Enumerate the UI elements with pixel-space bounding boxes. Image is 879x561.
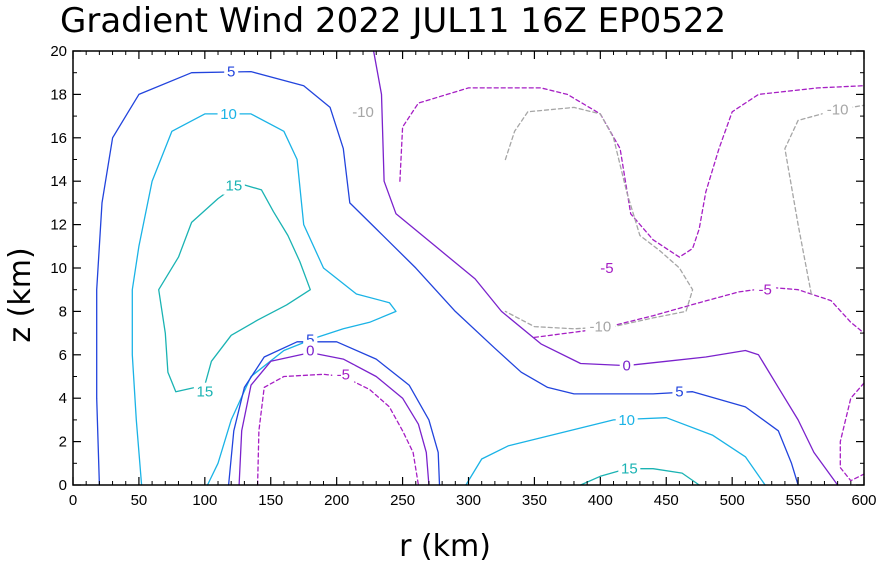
contour-label: 10 xyxy=(618,412,635,429)
x-axis: 0 50 100 150 200 250 300 350 400 450 500 550 600 xyxy=(69,51,877,509)
contour-label-bg xyxy=(595,259,618,277)
contour-label: 15 xyxy=(225,178,242,195)
contour-label-bg xyxy=(619,356,634,375)
x-tick-label: 100 xyxy=(192,492,217,509)
contour-line-2 xyxy=(131,113,397,486)
y-axis: 0 2 4 6 8 10 12 14 16 18 20 xyxy=(50,43,864,494)
contour-line-5 xyxy=(227,341,441,486)
contour-line-3 xyxy=(465,417,766,486)
contour-line-8 xyxy=(256,373,420,486)
y-tick-label: 20 xyxy=(50,43,67,60)
x-tick-label: 600 xyxy=(851,492,876,509)
contour-label: 0 xyxy=(306,342,314,359)
contour-line-10 xyxy=(533,286,865,339)
contour-label-bg xyxy=(754,280,777,299)
chart-title: Gradient Wind 2022 JUL11 16Z EP0522 xyxy=(60,1,726,41)
contour-label: 0 xyxy=(623,358,631,375)
contour-label: 5 xyxy=(227,64,235,81)
contour-label: 5 xyxy=(306,332,314,349)
y-tick-label: 10 xyxy=(50,260,67,277)
y-tick-label: 4 xyxy=(59,390,67,407)
contour-label-bg xyxy=(217,104,240,123)
x-tick-label: 500 xyxy=(720,492,745,509)
contour-label: 10 xyxy=(220,106,237,123)
contour-line-9 xyxy=(399,85,865,258)
contour-label-bg xyxy=(585,317,616,336)
x-tick-label: 250 xyxy=(390,492,415,509)
y-tick-label: 14 xyxy=(50,173,67,190)
x-tick-label: 0 xyxy=(69,492,77,509)
y-tick-label: 0 xyxy=(59,477,67,494)
x-tick-label: 550 xyxy=(786,492,811,509)
y-tick-label: 18 xyxy=(50,86,67,103)
y-axis-title: z (km) xyxy=(3,247,38,342)
x-tick-label: 150 xyxy=(258,492,283,509)
contour-label-bg xyxy=(672,382,687,401)
y-tick-label: 16 xyxy=(50,130,67,147)
contour-label-bg xyxy=(332,365,355,384)
contour-label-bg xyxy=(224,62,239,81)
contour-line-11 xyxy=(839,382,865,482)
contour-label: 5 xyxy=(675,384,683,401)
contour-label-bg xyxy=(822,100,853,119)
contour-label: 15 xyxy=(196,384,213,401)
contour-label-bg xyxy=(348,102,379,121)
contour-label: -5 xyxy=(758,282,771,299)
y-tick-label: 6 xyxy=(59,347,67,364)
contour-label-bg xyxy=(193,382,216,401)
contour-line-0 xyxy=(158,182,311,393)
contour-line-6 xyxy=(372,50,839,486)
contour-line-4 xyxy=(96,70,799,486)
x-tick-label: 200 xyxy=(324,492,349,509)
contour-label: -5 xyxy=(600,260,613,277)
contour-label-bg xyxy=(618,459,641,478)
x-tick-label: 350 xyxy=(522,492,547,509)
x-tick-label: 50 xyxy=(131,492,148,509)
plot-frame xyxy=(72,50,865,486)
contour-label-bg xyxy=(615,410,638,429)
y-tick-label: 8 xyxy=(59,303,67,320)
y-tick-label: 12 xyxy=(50,217,67,234)
contour-label-bg xyxy=(303,341,318,360)
x-tick-label: 400 xyxy=(588,492,613,509)
contour-label: -10 xyxy=(589,319,611,336)
contour-label: -10 xyxy=(827,102,849,119)
contour-line-12 xyxy=(504,106,694,330)
contour-line-13 xyxy=(784,104,865,295)
x-tick-label: 300 xyxy=(456,492,481,509)
contour-label-bg xyxy=(222,176,245,195)
contour-label: -10 xyxy=(352,104,374,121)
x-axis-title: r (km) xyxy=(399,529,491,561)
contour-label: 15 xyxy=(621,461,638,478)
contour-lines xyxy=(96,50,865,486)
contour-line-7 xyxy=(238,351,430,486)
contour-label: -5 xyxy=(337,366,350,383)
x-tick-label: 450 xyxy=(654,492,679,509)
y-tick-label: 2 xyxy=(59,434,67,451)
